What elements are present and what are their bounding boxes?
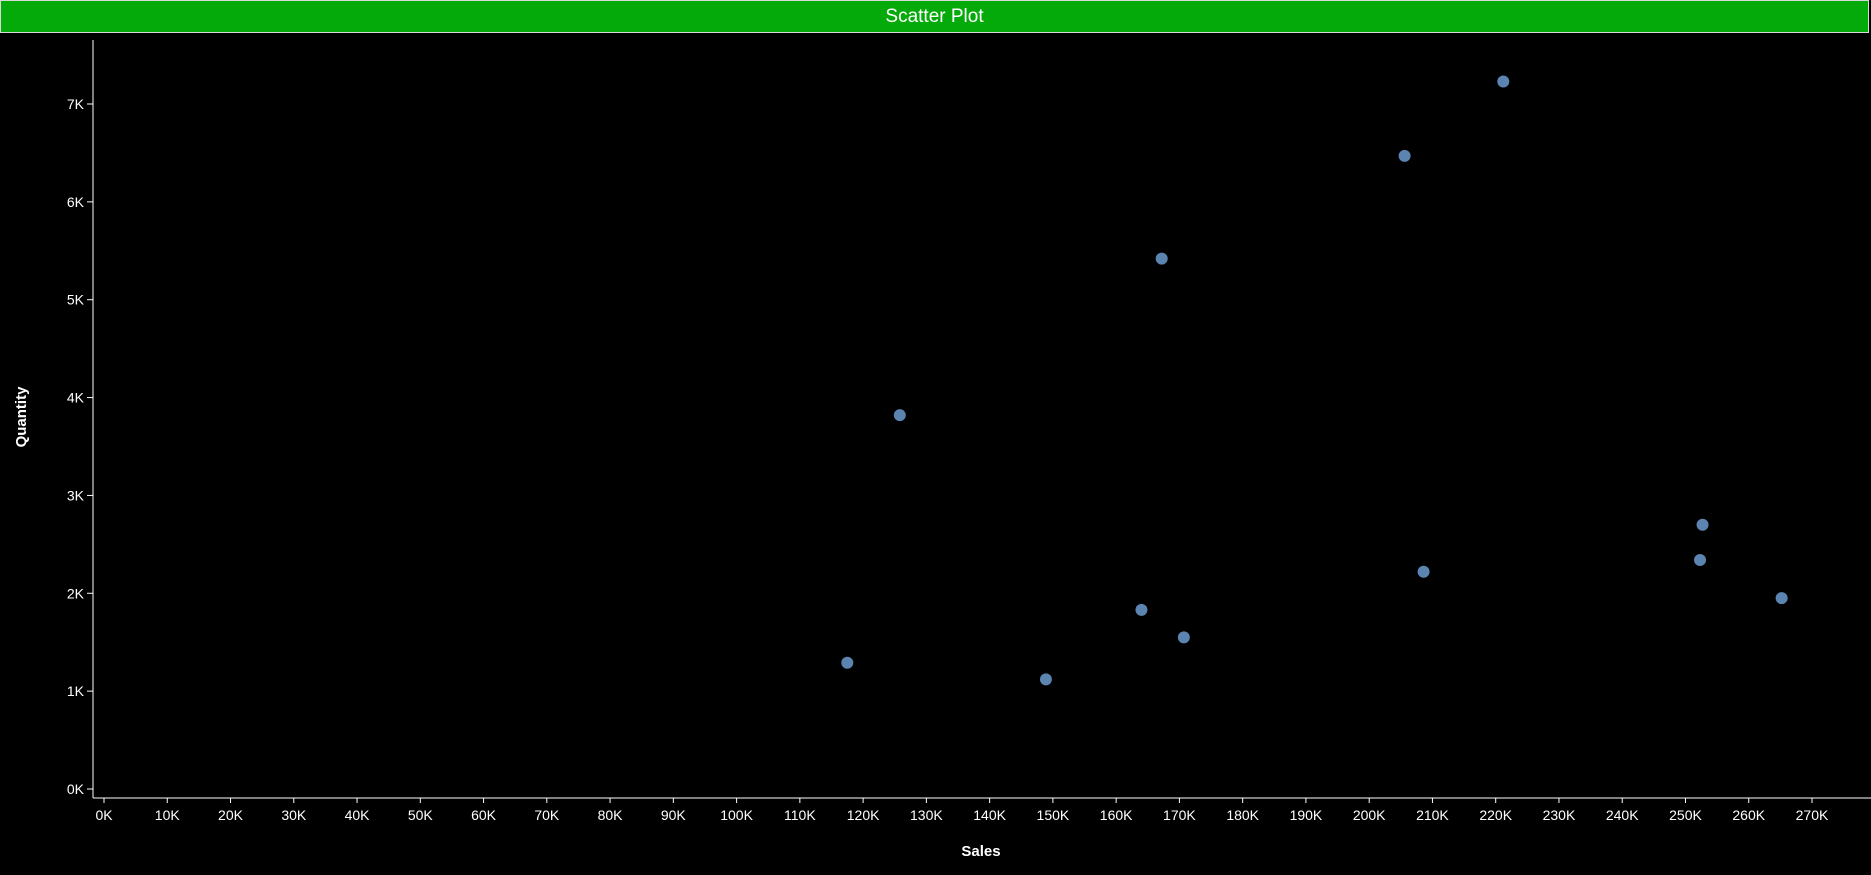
y-tick-label: 2K: [67, 585, 85, 601]
y-axis-ticks: 0K 1K 2K 3K 4K 5K 6K 7K: [67, 96, 93, 797]
x-tick-label: 250K: [1669, 807, 1702, 823]
y-tick-label: 6K: [67, 194, 85, 210]
y-tick-label: 7K: [67, 96, 85, 112]
scatter-points: [841, 75, 1788, 686]
scatter-point: [1135, 603, 1148, 616]
scatter-chart: 0K 10K 20K 30K 40K 50K 60K 70K 80K 90K 100K 110K 120…: [13, 40, 1871, 860]
x-tick-label: 120K: [847, 807, 880, 823]
scatter-point: [841, 656, 854, 669]
y-axis-label: Quantity: [13, 386, 30, 447]
chart-title: Scatter Plot: [885, 5, 984, 27]
x-tick-label: 190K: [1290, 807, 1323, 823]
x-tick-label: 130K: [910, 807, 943, 823]
x-tick-label: 60K: [471, 807, 497, 823]
x-tick-label: 270K: [1796, 807, 1829, 823]
scatter-point: [1398, 149, 1411, 162]
x-tick-label: 100K: [720, 807, 753, 823]
y-tick-label: 3K: [67, 487, 85, 503]
x-tick-label: 160K: [1100, 807, 1133, 823]
scatter-point: [1775, 592, 1788, 605]
x-tick-label: 10K: [155, 807, 181, 823]
y-tick-label: 0K: [67, 781, 85, 797]
scatter-point: [1497, 75, 1510, 88]
scatter-point: [1696, 518, 1709, 531]
scatter-point: [893, 409, 906, 422]
chart-title-bar: Scatter Plot: [0, 0, 1869, 33]
x-tick-label: 210K: [1416, 807, 1449, 823]
x-tick-label: 200K: [1353, 807, 1386, 823]
x-axis-ticks: 0K 10K 20K 30K 40K 50K 60K 70K 80K 90K 100K 110K 120…: [95, 798, 1829, 823]
x-tick-label: 70K: [534, 807, 560, 823]
y-tick-label: 1K: [67, 683, 85, 699]
x-tick-label: 90K: [661, 807, 687, 823]
scatter-point: [1039, 673, 1052, 686]
scatter-point: [1177, 631, 1190, 644]
x-tick-label: 50K: [408, 807, 434, 823]
x-tick-label: 240K: [1606, 807, 1639, 823]
scatter-point: [1155, 252, 1168, 265]
x-tick-label: 30K: [281, 807, 307, 823]
y-tick-label: 5K: [67, 292, 85, 308]
x-tick-label: 220K: [1479, 807, 1512, 823]
y-tick-label: 4K: [67, 390, 85, 406]
x-tick-label: 40K: [345, 807, 371, 823]
scatter-point: [1417, 565, 1430, 578]
x-tick-label: 180K: [1226, 807, 1259, 823]
x-tick-label: 150K: [1037, 807, 1070, 823]
x-axis-label: Sales: [961, 843, 1000, 860]
x-tick-label: 80K: [598, 807, 624, 823]
x-tick-label: 140K: [973, 807, 1006, 823]
x-tick-label: 260K: [1732, 807, 1765, 823]
scatter-point: [1694, 554, 1707, 567]
x-tick-label: 170K: [1163, 807, 1196, 823]
x-tick-label: 230K: [1543, 807, 1576, 823]
x-tick-label: 20K: [218, 807, 244, 823]
x-tick-label: 0K: [95, 807, 113, 823]
chart-area: 0K 10K 20K 30K 40K 50K 60K 70K 80K 90K 100K 110K 120…: [0, 35, 1871, 870]
x-tick-label: 110K: [784, 807, 816, 823]
